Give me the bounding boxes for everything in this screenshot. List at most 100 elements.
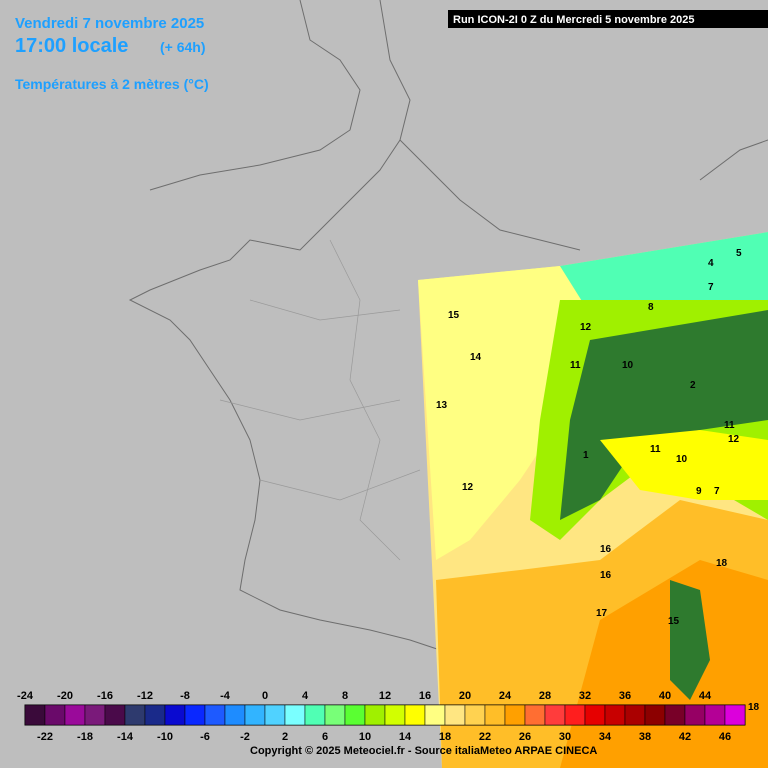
legend-label: 4 [302, 690, 309, 702]
contour-label: 10 [622, 360, 634, 371]
legend-swatch [184, 704, 206, 726]
legend-swatch [64, 704, 86, 726]
legend-swatch [564, 704, 586, 726]
contour-label: 5 [736, 248, 742, 259]
legend-swatch [664, 704, 686, 726]
model-domain [418, 232, 768, 768]
legend-label: -16 [97, 690, 113, 702]
contour-label: 11 [570, 360, 581, 371]
legend-label: -14 [117, 731, 134, 743]
legend-swatch [324, 704, 346, 726]
legend-label: 2 [282, 731, 288, 743]
legend-swatch [724, 704, 746, 726]
contour-label: 15 [668, 616, 680, 627]
date: Vendredi 7 novembre 2025 [15, 15, 204, 32]
legend-swatch [504, 704, 526, 726]
legend-label: 38 [639, 731, 651, 743]
legend-swatch [304, 704, 326, 726]
legend-label: -10 [157, 731, 173, 743]
contour-label: 14 [470, 352, 482, 363]
run-box [448, 10, 768, 28]
legend-label: 42 [679, 731, 691, 743]
legend-swatch [44, 704, 66, 726]
legend-label: 28 [539, 690, 551, 702]
contour-label: 10 [676, 454, 688, 465]
legend-swatch [84, 704, 106, 726]
contour-label: 18 [748, 702, 760, 713]
copyright: Copyright © 2025 Meteociel.fr - Source i… [250, 745, 597, 757]
contour-label: 16 [600, 544, 612, 555]
legend-swatch [364, 704, 386, 726]
legend-swatch [644, 704, 666, 726]
legend-swatch [524, 704, 546, 726]
legend-label: -18 [77, 731, 93, 743]
legend-swatch [224, 704, 246, 726]
legend-label: 44 [699, 690, 712, 702]
contour-label: 12 [580, 322, 592, 333]
coastlines [128, 0, 768, 651]
legend-label: 16 [419, 690, 431, 702]
legend-label: 20 [459, 690, 471, 702]
legend-label: -8 [180, 690, 190, 702]
legend-label: 24 [499, 690, 512, 702]
legend-label: -24 [17, 690, 34, 702]
legend-swatch [204, 704, 226, 726]
contour-label: 12 [462, 482, 474, 493]
contour-label: 8 [648, 302, 654, 313]
legend-swatch [704, 704, 726, 726]
legend-label: 14 [399, 731, 412, 743]
time: 17:00 locale [15, 35, 128, 57]
legend-label: -20 [57, 690, 73, 702]
legend-label: -2 [240, 731, 250, 743]
contour-label: 15 [448, 310, 460, 321]
legend-label: 46 [719, 731, 731, 743]
legend-label: -12 [137, 690, 153, 702]
contour-label: 17 [596, 608, 608, 619]
legend-label: 30 [559, 731, 571, 743]
legend-swatch [584, 704, 606, 726]
legend-swatch [144, 704, 166, 726]
contour-label: 16 [600, 570, 612, 581]
legend-swatch [124, 704, 146, 726]
legend-swatch [624, 704, 646, 726]
legend-swatch [464, 704, 486, 726]
lead: (+ 64h) [160, 39, 206, 55]
legend-swatch [344, 704, 366, 726]
legend-label: 6 [322, 731, 328, 743]
legend-label: 40 [659, 690, 671, 702]
legend-swatch [164, 704, 186, 726]
legend-label: 0 [262, 690, 268, 702]
contour-label: 12 [728, 434, 740, 445]
contour-label: 18 [716, 558, 728, 569]
legend-label: 10 [359, 731, 371, 743]
legend-label: 12 [379, 690, 391, 702]
legend-label: 26 [519, 731, 531, 743]
legend-swatch [284, 704, 306, 726]
legend-label: 22 [479, 731, 491, 743]
legend-label: 8 [342, 690, 348, 702]
contour-label: 1 [583, 450, 589, 461]
legend-swatch [684, 704, 706, 726]
legend-swatch [24, 704, 46, 726]
legend-swatch [264, 704, 286, 726]
legend-label: 36 [619, 690, 631, 702]
legend-swatch [544, 704, 566, 726]
legend-swatch [244, 704, 266, 726]
legend-label: -4 [220, 690, 231, 702]
legend-label: -22 [37, 731, 53, 743]
contour-label: 9 [696, 486, 702, 497]
legend-swatch [384, 704, 406, 726]
run: Run ICON-2I 0 Z du Mercredi 5 novembre 2… [453, 14, 694, 26]
legend-swatch [444, 704, 466, 726]
legend-swatch [604, 704, 626, 726]
legend-label: 18 [439, 731, 451, 743]
contour-label: 2 [690, 380, 696, 391]
contour-label: 11 [650, 444, 661, 455]
contour-label: 7 [708, 282, 714, 293]
legend-swatch [484, 704, 506, 726]
borders [219, 239, 421, 561]
parameter: Températures à 2 mètres (°C) [15, 76, 209, 92]
legend-label: -6 [200, 731, 210, 743]
contour-label: 7 [714, 486, 720, 497]
